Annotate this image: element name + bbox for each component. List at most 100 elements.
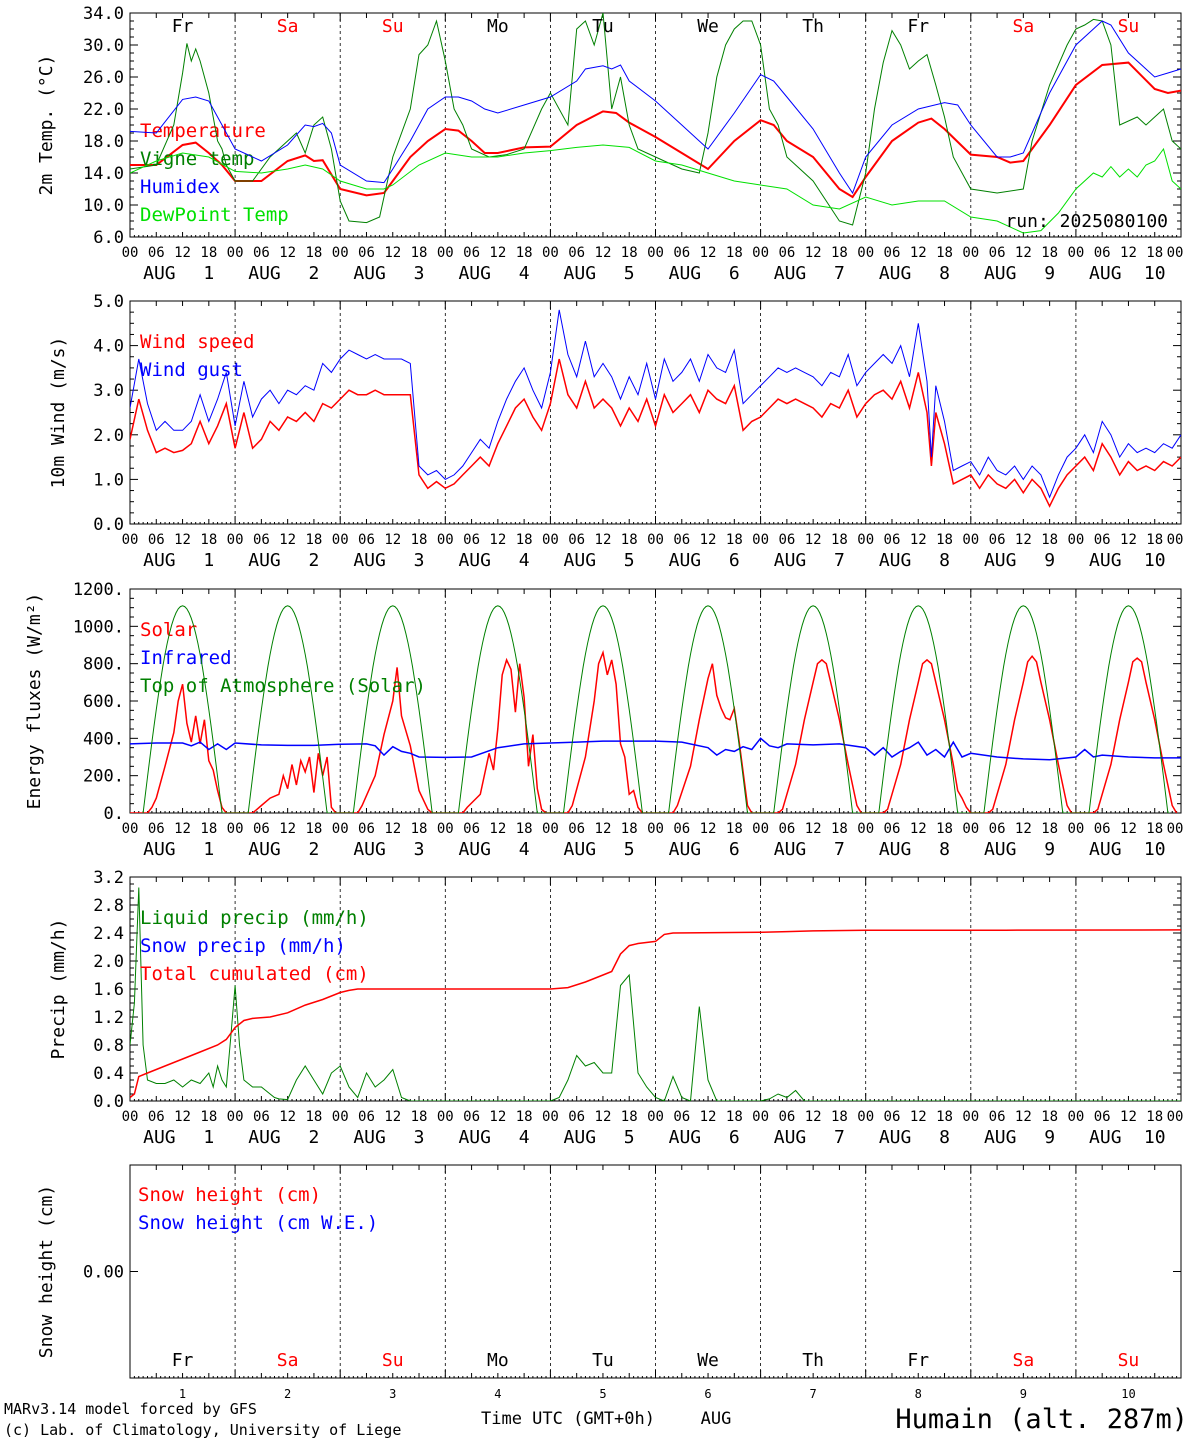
x-hour-label: 00: [1067, 1109, 1084, 1125]
x-hour-label: 06: [884, 245, 901, 261]
x-date-month: AUG: [984, 263, 1017, 284]
x-date-day: 2: [309, 839, 320, 860]
day-name-top: Sa: [1013, 16, 1035, 37]
x-hour-label: 18: [411, 1109, 428, 1125]
x-date-day: 4: [519, 1127, 530, 1148]
x-date-month: AUG: [984, 839, 1017, 860]
x-date-month: AUG: [1089, 1127, 1122, 1148]
x-hour-label: 12: [595, 245, 612, 261]
legend-entry: DewPoint Temp: [140, 204, 289, 226]
x-date-day: 2: [309, 550, 320, 571]
y-tick-label: 18.0: [83, 132, 124, 152]
x-hour-label: 06: [463, 821, 480, 837]
y-tick-label: 0.4: [93, 1064, 124, 1084]
legend-entry: Liquid precip (mm/h): [140, 907, 369, 929]
x-hour-label: 00: [437, 532, 454, 548]
y-tick-label: 22.0: [83, 100, 124, 120]
x-hour-label: 18: [1146, 532, 1163, 548]
x-hour-label: 06: [673, 1109, 690, 1125]
day-name-top: Fr: [907, 16, 929, 37]
x-hour-label: 06: [568, 1109, 585, 1125]
x-hour-label: 00: [122, 532, 139, 548]
x-date-day: 6: [729, 839, 740, 860]
legend-entry: Snow height (cm W.E.): [138, 1212, 378, 1234]
x-hour-label: 00: [1167, 821, 1184, 837]
y-axis-label: 10m Wind (m/s): [48, 337, 69, 489]
day-name-top: Fr: [172, 16, 194, 37]
x-date-day: 2: [309, 1127, 320, 1148]
x-date-day: 10: [1144, 839, 1166, 860]
x-hour-label: 00: [752, 245, 769, 261]
panel-energy: 0. 200. 400. 600. 800. 1000. 1200. Energy fluxe…: [24, 580, 1183, 860]
panel-temp: 6.0 10.0 14.0 18.0 22.0 26.0 30.0 34.0 2m Temp. …: [36, 4, 1183, 284]
x-hour-label: 06: [673, 245, 690, 261]
x-date-day: 1: [203, 263, 214, 284]
x-hour-label: 00: [332, 245, 349, 261]
y-tick-label: 34.0: [83, 4, 124, 24]
x-hour-label: 18: [936, 245, 953, 261]
y-tick-label: 400.: [83, 729, 124, 749]
x-hour-label: 00: [1067, 532, 1084, 548]
x-hour-label: 00: [1067, 821, 1084, 837]
x-hour-label: 00: [122, 821, 139, 837]
day-number-bottom: 8: [915, 1387, 922, 1401]
x-hour-label: 12: [1015, 821, 1032, 837]
day-number-bottom: 6: [704, 1387, 711, 1401]
x-date-month: AUG: [774, 839, 807, 860]
x-hour-label: 06: [568, 245, 585, 261]
x-hour-label: 06: [989, 532, 1006, 548]
x-date-month: AUG: [774, 1127, 807, 1148]
x-date-month: AUG: [1089, 263, 1122, 284]
legend-entry: Snow precip (mm/h): [140, 935, 346, 957]
x-date-day: 6: [729, 263, 740, 284]
x-hour-label: 00: [332, 821, 349, 837]
series-line-energy-2: [142, 605, 1171, 813]
x-hour-label: 18: [516, 532, 533, 548]
y-tick-label: 2.8: [93, 896, 124, 916]
day-number-bottom: 1: [179, 1387, 186, 1401]
day-name-bottom: Su: [1118, 1350, 1140, 1371]
legend-entry: Temperature: [140, 120, 266, 142]
x-date-month: AUG: [564, 839, 597, 860]
y-tick-label: 1.2: [93, 1008, 124, 1028]
x-date-month: AUG: [669, 263, 702, 284]
y-axis-label: 2m Temp. (°C): [36, 55, 57, 196]
day-name-top: Sa: [277, 16, 299, 37]
day-name-bottom: We: [697, 1350, 719, 1371]
x-hour-label: 18: [305, 245, 322, 261]
x-date-month: AUG: [879, 839, 912, 860]
x-hour-label: 06: [358, 532, 375, 548]
x-hour-label: 18: [936, 821, 953, 837]
x-hour-label: 06: [673, 821, 690, 837]
plot-frame: [129, 588, 1182, 814]
series-line-energy-0: [130, 649, 1178, 813]
x-hour-label: 12: [489, 532, 506, 548]
x-hour-label: 00: [647, 1109, 664, 1125]
x-hour-label: 00: [1067, 245, 1084, 261]
x-hour-label: 18: [1146, 821, 1163, 837]
day-name-bottom: Sa: [277, 1350, 299, 1371]
y-tick-label: 26.0: [83, 68, 124, 88]
x-hour-label: 18: [305, 821, 322, 837]
x-hour-label: 12: [700, 821, 717, 837]
x-date-month: AUG: [1089, 550, 1122, 571]
x-hour-label: 06: [463, 245, 480, 261]
x-hour-label: 12: [1015, 245, 1032, 261]
x-hour-label: 18: [936, 532, 953, 548]
panel-wind: 0.0 1.0 2.0 3.0 4.0 5.0 10m Wind (m/s) Wind spe…: [48, 292, 1183, 571]
x-hour-label: 06: [778, 245, 795, 261]
y-tick-label: 2.0: [93, 952, 124, 972]
series-line-temp-1: [130, 13, 1181, 226]
x-date-day: 5: [624, 263, 635, 284]
run-annotation: run: 2025080100: [1005, 211, 1168, 232]
x-hour-label: 12: [384, 532, 401, 548]
x-hour-label: 00: [122, 245, 139, 261]
y-tick-label: 14.0: [83, 164, 124, 184]
x-hour-label: 12: [1015, 1109, 1032, 1125]
x-hour-label: 00: [857, 245, 874, 261]
y-tick-label: 10.0: [83, 196, 124, 216]
x-hour-label: 12: [1015, 532, 1032, 548]
x-hour-label: 06: [778, 532, 795, 548]
x-hour-label: 12: [489, 1109, 506, 1125]
